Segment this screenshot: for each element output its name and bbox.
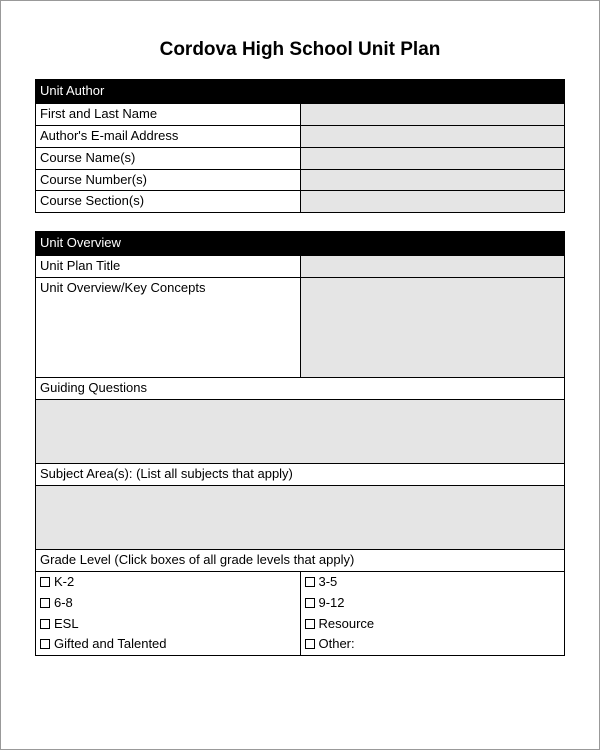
grade-cell: Other: — [300, 634, 565, 655]
subject-label: Subject Area(s): (List all subjects that… — [36, 464, 565, 486]
section-gap — [35, 213, 565, 231]
grade-option: 3-5 — [319, 574, 338, 589]
table-row: Unit Plan Title — [36, 256, 565, 278]
table-row — [36, 485, 565, 549]
grade-row: K-2 3-5 — [36, 571, 565, 592]
table-row: Grade Level (Click boxes of all grade le… — [36, 549, 565, 571]
author-label: Course Name(s) — [36, 147, 301, 169]
grade-option: Other: — [319, 636, 355, 651]
checkbox-icon[interactable] — [305, 598, 315, 608]
table-row: Unit Overview/Key Concepts — [36, 278, 565, 378]
table-row: Course Name(s) — [36, 147, 565, 169]
checkbox-icon[interactable] — [40, 639, 50, 649]
grade-cell: Gifted and Talented — [36, 634, 301, 655]
table-row: Subject Area(s): (List all subjects that… — [36, 464, 565, 486]
grade-option: 9-12 — [319, 595, 345, 610]
concepts-label: Unit Overview/Key Concepts — [36, 278, 301, 378]
author-value[interactable] — [300, 169, 565, 191]
table-row: First and Last Name — [36, 103, 565, 125]
checkbox-icon[interactable] — [40, 598, 50, 608]
grade-cell: 3-5 — [300, 571, 565, 592]
author-header: Unit Author — [36, 80, 565, 104]
table-row — [36, 400, 565, 464]
author-value[interactable] — [300, 103, 565, 125]
grade-cell: 9-12 — [300, 593, 565, 614]
checkbox-icon[interactable] — [40, 619, 50, 629]
author-table: Unit Author First and Last Name Author's… — [35, 79, 565, 213]
grade-cell: K-2 — [36, 571, 301, 592]
author-value[interactable] — [300, 147, 565, 169]
table-row: Author's E-mail Address — [36, 125, 565, 147]
author-value[interactable] — [300, 125, 565, 147]
grade-cell: 6-8 — [36, 593, 301, 614]
concepts-value[interactable] — [300, 278, 565, 378]
checkbox-icon[interactable] — [305, 639, 315, 649]
table-row: Course Section(s) — [36, 191, 565, 213]
guiding-value[interactable] — [36, 400, 565, 464]
grade-cell: Resource — [300, 614, 565, 635]
subject-value[interactable] — [36, 485, 565, 549]
author-value[interactable] — [300, 191, 565, 213]
checkbox-icon[interactable] — [305, 577, 315, 587]
page-title: Cordova High School Unit Plan — [35, 39, 565, 61]
guiding-label: Guiding Questions — [36, 378, 565, 400]
grade-header-label: Grade Level (Click boxes of all grade le… — [36, 549, 565, 571]
author-label: Author's E-mail Address — [36, 125, 301, 147]
checkbox-icon[interactable] — [40, 577, 50, 587]
table-row: Course Number(s) — [36, 169, 565, 191]
page-container: Cordova High School Unit Plan Unit Autho… — [0, 0, 600, 750]
overview-header: Unit Overview — [36, 232, 565, 256]
author-label: Course Section(s) — [36, 191, 301, 213]
grade-option: Resource — [319, 616, 375, 631]
grade-option: 6-8 — [54, 595, 73, 610]
plan-title-label: Unit Plan Title — [36, 256, 301, 278]
plan-title-value[interactable] — [300, 256, 565, 278]
author-label: Course Number(s) — [36, 169, 301, 191]
overview-table: Unit Overview Unit Plan Title Unit Overv… — [35, 231, 565, 656]
grade-row: 6-8 9-12 — [36, 593, 565, 614]
grade-row: ESL Resource — [36, 614, 565, 635]
grade-option: Gifted and Talented — [54, 636, 167, 651]
grade-cell: ESL — [36, 614, 301, 635]
grade-option: K-2 — [54, 574, 74, 589]
author-label: First and Last Name — [36, 103, 301, 125]
grade-option: ESL — [54, 616, 79, 631]
table-row: Guiding Questions — [36, 378, 565, 400]
grade-row: Gifted and Talented Other: — [36, 634, 565, 655]
checkbox-icon[interactable] — [305, 619, 315, 629]
